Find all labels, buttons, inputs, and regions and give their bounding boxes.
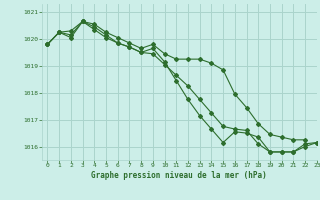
X-axis label: Graphe pression niveau de la mer (hPa): Graphe pression niveau de la mer (hPa) [91, 171, 267, 180]
